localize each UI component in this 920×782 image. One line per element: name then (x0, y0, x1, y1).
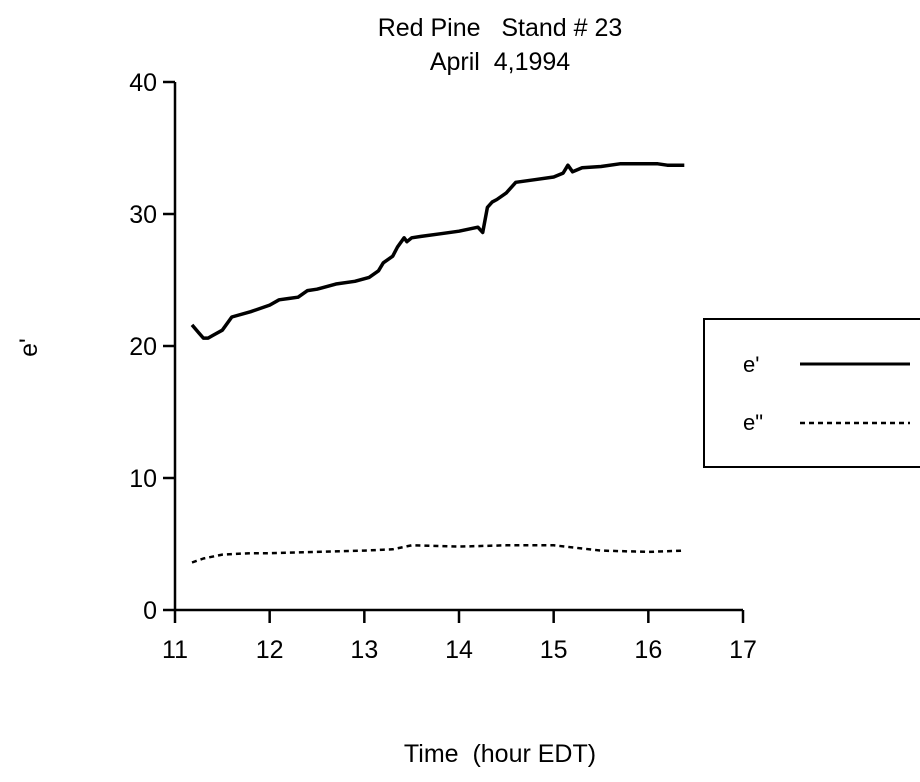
series-line-1 (191, 544, 685, 564)
y-axis-label: e' (14, 338, 43, 357)
x-tick-label-13: 13 (350, 636, 378, 664)
x-tick-label-11: 11 (162, 636, 188, 664)
y-tick-label-40: 40 (129, 69, 157, 97)
series-line-0 (190, 162, 685, 340)
legend-label-e-prime: e' (743, 352, 760, 377)
x-axis-label: Time (hour EDT) (403, 740, 597, 768)
chart-subtitle: April 4,1994 (429, 48, 571, 76)
x-tick-label-12: 12 (256, 636, 284, 664)
legend-swatches (800, 362, 910, 425)
chart-title: Red Pine Stand # 23 (377, 14, 623, 42)
x-tick-label-15: 15 (540, 636, 568, 664)
y-tick-label-30: 30 (129, 201, 157, 229)
y-tick-label-0: 0 (143, 597, 157, 625)
y-tick-label-10: 10 (129, 465, 157, 493)
y-tick-label-20: 20 (129, 333, 157, 361)
legend: e' e" (703, 318, 920, 468)
legend-label-e-double-prime: e" (743, 410, 764, 435)
x-tick-label-14: 14 (445, 636, 473, 664)
x-tick-label-16: 16 (634, 636, 662, 664)
x-tick-label-17: 17 (729, 636, 757, 664)
